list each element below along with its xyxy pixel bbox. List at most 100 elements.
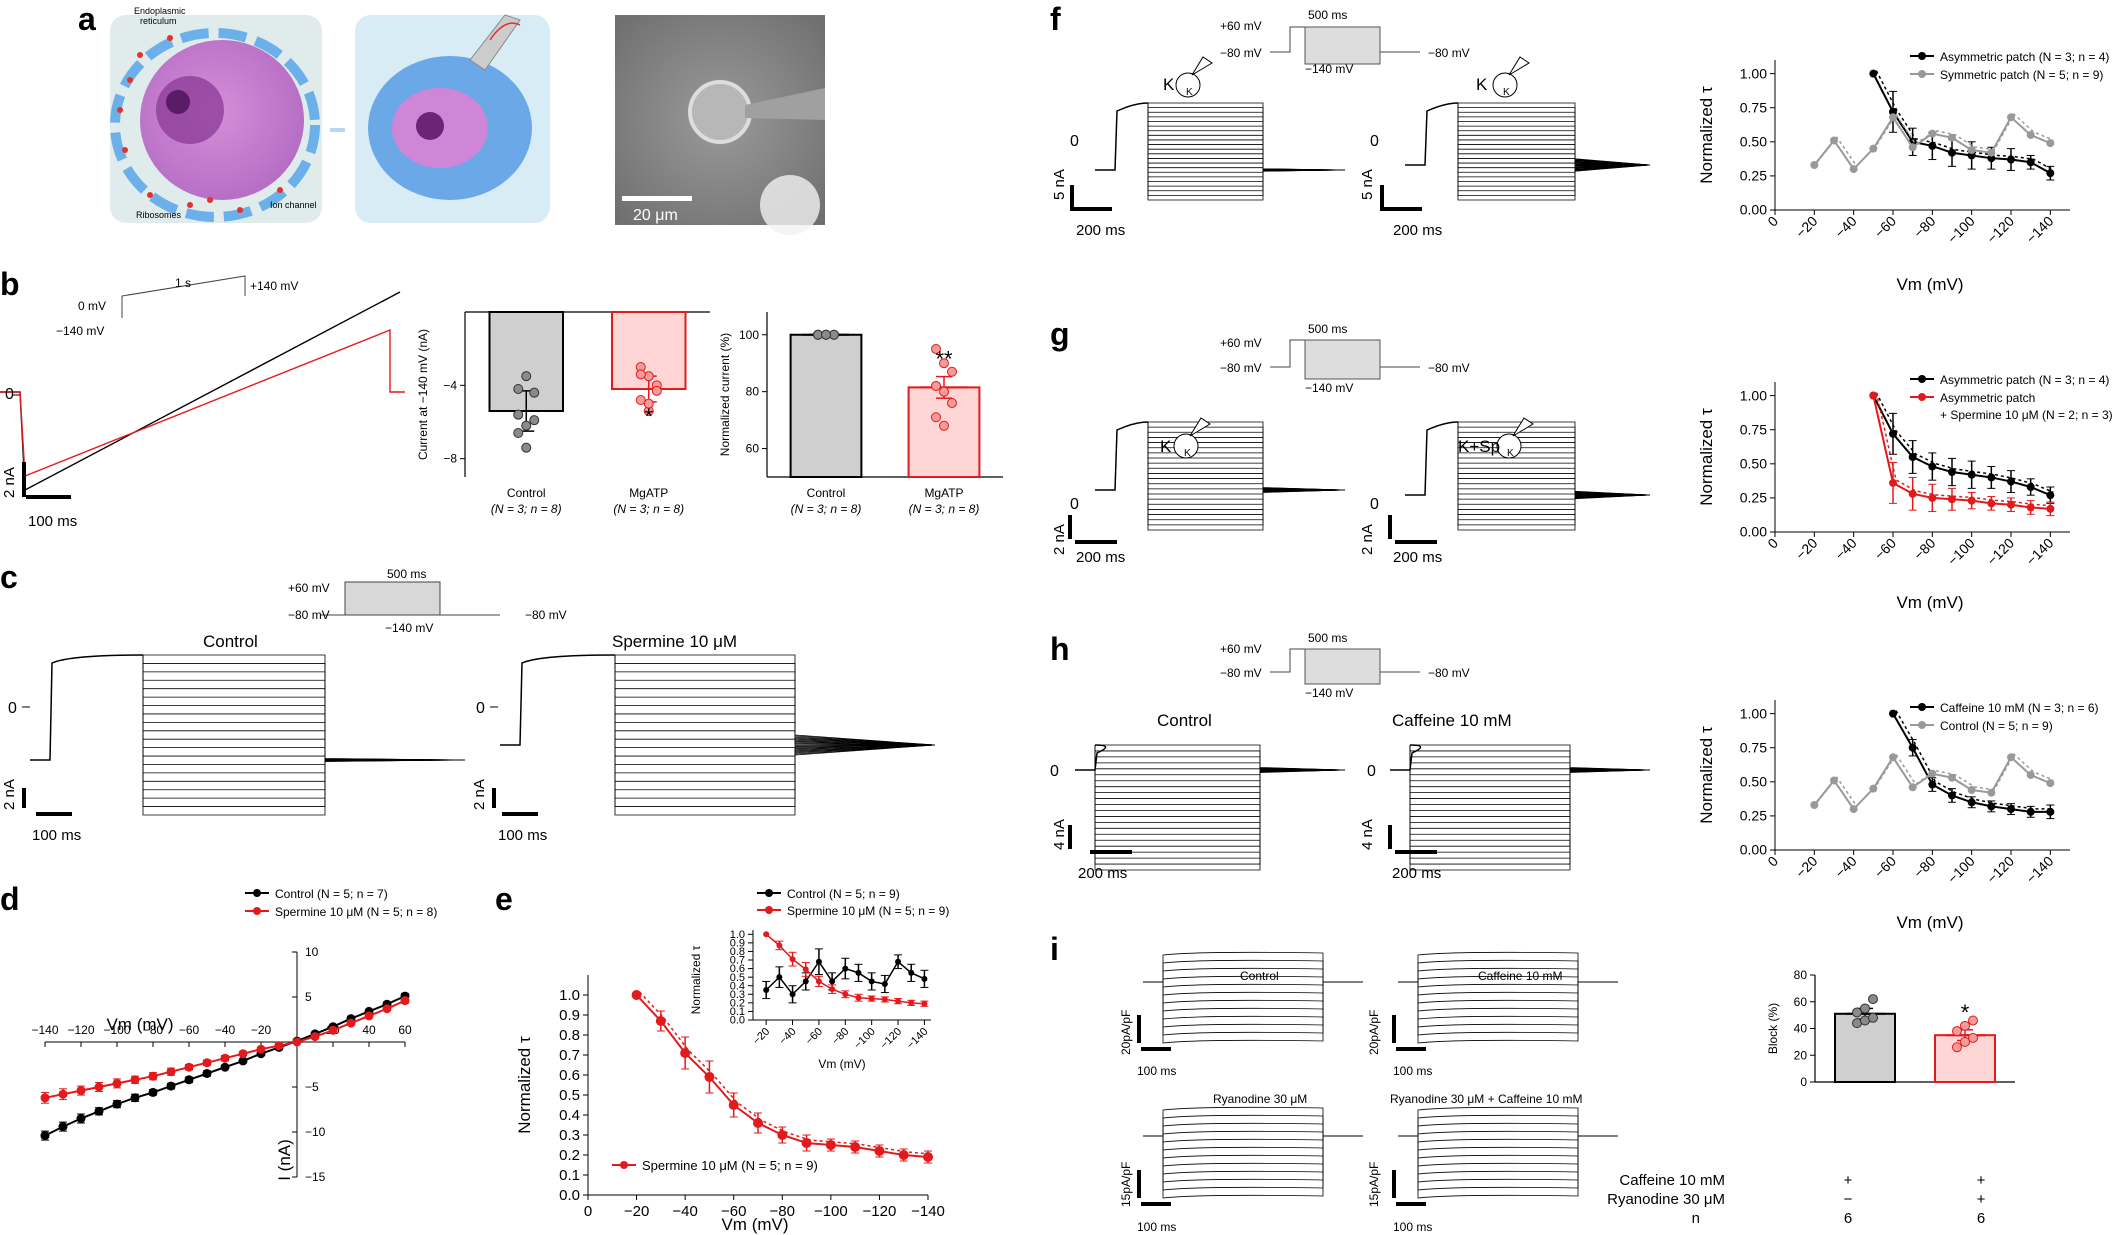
- y-axis-label: Normalized τ: [1697, 726, 1716, 824]
- y-tick-label: 0.9: [730, 938, 745, 950]
- i-trace-sweep: [1398, 981, 1618, 988]
- trace-sweep: [1147, 103, 1346, 171]
- i-trace-sweep: [1143, 981, 1363, 1012]
- b-scale-y: [22, 462, 26, 497]
- data-point: [842, 965, 849, 972]
- trace-sweep: [1147, 103, 1346, 171]
- i-ms-3: 100 ms: [1137, 1220, 1176, 1234]
- trace-sweep: [614, 655, 936, 746]
- x-tick-label: −60: [721, 1203, 746, 1220]
- data-point: [1967, 470, 1976, 479]
- legend-marker: [765, 906, 773, 914]
- data-point: [2046, 491, 2055, 500]
- data-point: [1948, 495, 1956, 504]
- data-point: [855, 994, 862, 1001]
- scale-bar-y: [1388, 515, 1392, 539]
- x-tick-label: 0: [584, 1203, 592, 1220]
- i-c2-ryan: +: [1977, 1191, 1986, 1208]
- x-tick-label: −20: [1792, 535, 1820, 563]
- c-scale-x-label: 100 ms: [32, 827, 81, 844]
- f-k1: K: [1163, 75, 1175, 94]
- data-point: [947, 366, 957, 377]
- y-tick-label: 0.25: [1740, 490, 1767, 506]
- x-tick-label: −40: [672, 1203, 697, 1220]
- trace-sweep: [1095, 744, 1346, 771]
- x-tick-label: −140: [2023, 213, 2057, 247]
- x-tick-label: −80: [1910, 853, 1938, 881]
- data-point: [931, 343, 941, 354]
- b-scale-y-label: 2 nA: [1, 467, 18, 498]
- i-trace-sweep: [1143, 975, 1363, 983]
- panel-label-d: d: [0, 881, 20, 917]
- data-point: [1889, 709, 1897, 718]
- data-point: [529, 387, 540, 398]
- trace-sweep: [1094, 745, 1346, 799]
- data-point: [1849, 805, 1858, 814]
- c-traces-spermine: [500, 654, 936, 816]
- x-tick-label: −140: [2023, 535, 2057, 569]
- y-tick-label: 0.5: [730, 972, 745, 984]
- scale-bar-x: [1090, 850, 1132, 854]
- y-axis-label: Normalized τ: [1697, 86, 1716, 184]
- data-point: [1889, 753, 1897, 762]
- data-point: [1987, 802, 1996, 811]
- data-point: [2046, 807, 2055, 816]
- i-trace-sweep: [1143, 1135, 1363, 1151]
- trace-sweep: [142, 655, 466, 761]
- c-scale-y-label: 2 nA: [1, 779, 18, 810]
- legend-label: Symmetric patch (N = 5; n = 9): [1940, 68, 2103, 82]
- data-point: [2026, 483, 2035, 491]
- x-tick-label: −60: [1871, 535, 1899, 563]
- data-point: [1960, 1036, 1970, 1047]
- series-line: [1872, 73, 2051, 175]
- label-ribosomes: Ribosomes: [136, 210, 182, 220]
- data-point: [874, 1146, 885, 1156]
- legend-label: Spermine 10 μM (N = 5; n = 9): [787, 904, 949, 918]
- panel-a-cell-illustration: Endoplasmic reticulum Ribosomes Ion chan…: [110, 6, 825, 235]
- micrograph-cell: [688, 80, 752, 144]
- y-tick-label: 1.00: [1740, 387, 1767, 403]
- trace-sweep: [1094, 745, 1346, 871]
- data-point: [1967, 798, 1976, 807]
- trace-sweep: [1457, 103, 1651, 166]
- legend-label: Spermine 10 μM (N = 5; n = 9): [642, 1158, 818, 1173]
- data-point: [1987, 788, 1996, 797]
- y-tick-label: 10: [305, 945, 319, 959]
- i-trace-sweep: [1143, 1135, 1363, 1143]
- g-v80r: −80 mV: [1428, 361, 1470, 375]
- i-title-ryan: Ryanodine 30 μM: [1213, 1092, 1307, 1106]
- y-tick-label: 0.50: [1740, 455, 1767, 471]
- trace-sweep: [1410, 744, 1651, 771]
- data-point: [521, 420, 532, 431]
- trace-sweep: [1409, 745, 1651, 799]
- data-point: [868, 995, 875, 1002]
- y-tick-label: 0.75: [1740, 99, 1767, 115]
- trace-sweep: [1147, 422, 1346, 531]
- micrograph-blob: [760, 175, 820, 235]
- y-tick-label: 80: [1794, 968, 1808, 982]
- category-sublabel: (N = 3; n = 8): [909, 502, 980, 516]
- trace-sweep: [142, 655, 466, 782]
- y-tick-label: 0.50: [1740, 133, 1767, 149]
- data-point: [1908, 743, 1917, 752]
- x-tick-label: 60: [398, 1023, 412, 1037]
- y-tick-label: 0.0: [730, 1015, 745, 1027]
- data-point: [238, 1049, 248, 1059]
- h-scale-x-label: 200 ms: [1078, 865, 1127, 882]
- y-tick-label: 0.7: [730, 955, 745, 967]
- trace-sweep: [1409, 745, 1651, 771]
- x-tick-label: −20: [624, 1203, 649, 1220]
- panel-label-b: b: [0, 266, 20, 302]
- x-tick-label: −100: [1944, 853, 1978, 887]
- i-trace-sweep: [1398, 1135, 1618, 1199]
- data-point: [1952, 1042, 1962, 1053]
- series-line: [1872, 395, 2051, 497]
- c-scale-x-label-2: 100 ms: [498, 827, 547, 844]
- data-point: [184, 1075, 194, 1085]
- trace-prepulse: [30, 654, 144, 761]
- trace-prepulse: [500, 654, 616, 746]
- y-tick-label: 0.3: [559, 1127, 580, 1144]
- data-point: [776, 974, 783, 981]
- trace-sweep: [143, 654, 466, 761]
- data-point: [1869, 784, 1878, 793]
